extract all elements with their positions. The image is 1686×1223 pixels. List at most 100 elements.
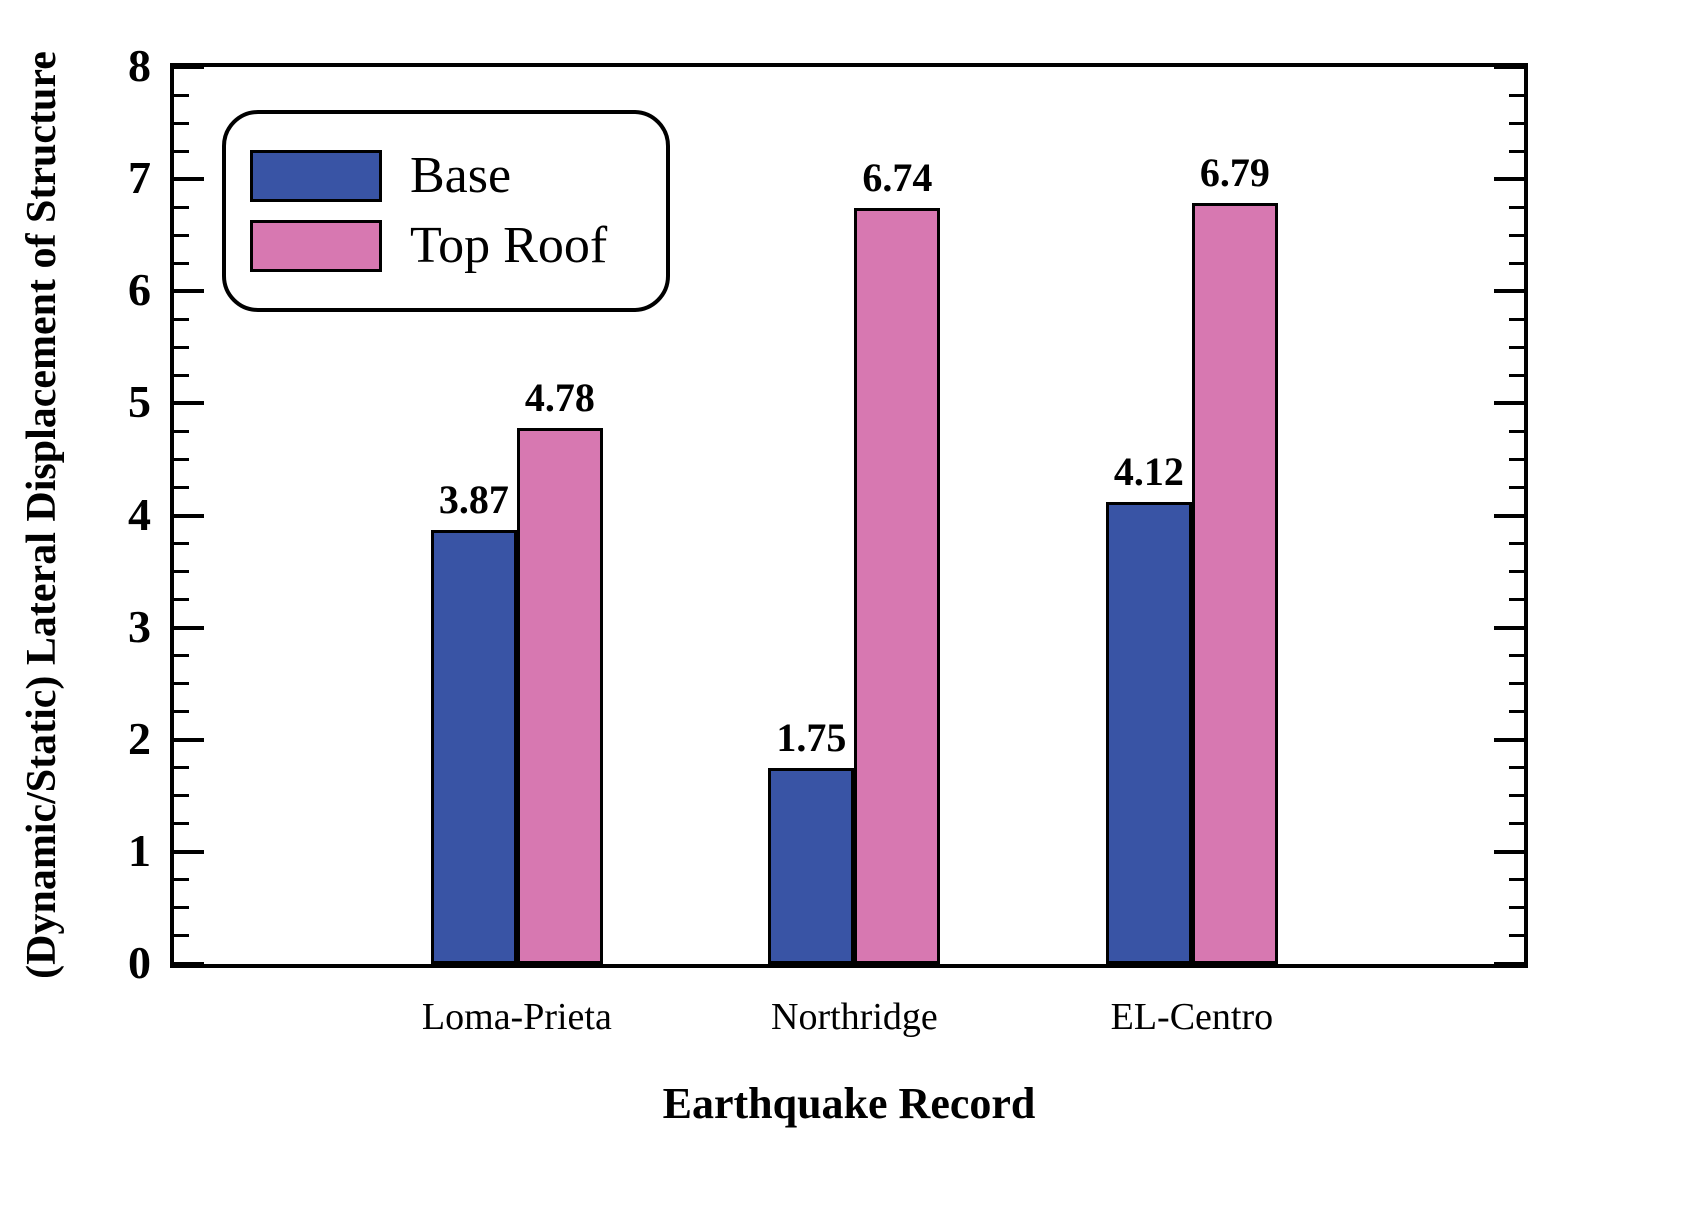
- y-minor-tick: [174, 766, 189, 770]
- y-major-tick: [174, 401, 204, 406]
- y-minor-tick: [1509, 93, 1524, 97]
- y-major-tick: [174, 177, 204, 182]
- y-minor-tick: [1509, 485, 1524, 489]
- bar-base-el-centro: [1105, 502, 1192, 964]
- y-minor-tick: [1509, 457, 1524, 461]
- y-minor-tick: [174, 822, 189, 826]
- bar-value-base-northridge: 1.75: [776, 714, 847, 760]
- y-major-tick: [1494, 289, 1524, 294]
- bar-top-roof-loma-prieta: [516, 428, 603, 964]
- y-minor-tick: [1509, 345, 1524, 349]
- bar-base-northridge: [768, 767, 855, 964]
- y-minor-tick: [174, 345, 189, 349]
- y-major-tick: [1494, 177, 1524, 182]
- y-minor-tick: [174, 457, 189, 461]
- y-minor-tick: [174, 906, 189, 910]
- legend: Base Top Roof: [222, 110, 670, 312]
- y-major-tick: [174, 962, 204, 966]
- y-minor-tick: [174, 121, 189, 125]
- y-minor-tick: [1509, 878, 1524, 882]
- legend-label-base: Base: [410, 147, 512, 204]
- y-minor-tick: [1509, 205, 1524, 209]
- bar-value-top-roof-northridge: 6.74: [862, 155, 933, 201]
- y-minor-tick: [1509, 429, 1524, 433]
- bar-value-top-roof-loma-prieta: 4.78: [524, 375, 595, 421]
- y-minor-tick: [174, 794, 189, 798]
- legend-label-top-roof: Top Roof: [410, 217, 608, 274]
- y-minor-tick: [174, 261, 189, 265]
- y-major-tick: [174, 513, 204, 518]
- y-minor-tick: [1509, 654, 1524, 658]
- y-axis-tick-label: 5: [128, 376, 151, 428]
- y-major-tick: [174, 65, 204, 69]
- y-minor-tick: [174, 682, 189, 686]
- category-label-loma-prieta: Loma-Prieta: [421, 996, 612, 1038]
- y-axis-tick-label: 7: [128, 152, 151, 204]
- plot-area: 0 1 2 3 4 5 6 7 8 3.87 4.78 Loma-Prieta 1.75 6.74 Nort…: [128, 43, 1528, 1036]
- y-minor-tick: [1509, 261, 1524, 265]
- y-minor-tick: [1509, 822, 1524, 826]
- y-minor-tick: [174, 93, 189, 97]
- y-major-tick: [1494, 737, 1524, 742]
- y-minor-tick: [1509, 598, 1524, 602]
- bar-top-roof-northridge: [854, 208, 941, 964]
- y-major-tick: [1494, 962, 1524, 966]
- y-minor-tick: [174, 934, 189, 938]
- y-minor-tick: [1509, 570, 1524, 574]
- y-axis-tick-label: 6: [128, 264, 151, 316]
- bar-value-base-el-centro: 4.12: [1113, 449, 1184, 495]
- y-axis-tick-label: 1: [128, 824, 151, 876]
- y-minor-tick: [1509, 766, 1524, 770]
- y-minor-tick: [174, 373, 189, 377]
- y-minor-tick: [174, 654, 189, 658]
- y-minor-tick: [1509, 542, 1524, 546]
- x-axis-title: Earthquake Record: [662, 1079, 1036, 1128]
- category-label-el-centro: EL-Centro: [1110, 996, 1274, 1038]
- y-major-tick: [1494, 513, 1524, 518]
- y-minor-tick: [174, 485, 189, 489]
- legend-entry-base: Base: [250, 150, 666, 202]
- y-major-tick: [174, 849, 204, 854]
- y-major-tick: [1494, 65, 1524, 69]
- y-minor-tick: [174, 233, 189, 237]
- y-minor-tick: [174, 878, 189, 882]
- bar-value-top-roof-el-centro: 6.79: [1199, 149, 1270, 195]
- y-minor-tick: [1509, 934, 1524, 938]
- y-minor-tick: [1509, 233, 1524, 237]
- y-minor-tick: [1509, 317, 1524, 321]
- y-minor-tick: [1509, 682, 1524, 686]
- y-minor-tick: [174, 710, 189, 714]
- y-major-tick: [1494, 849, 1524, 854]
- y-minor-tick: [174, 205, 189, 209]
- y-axis-tick-label: 8: [128, 40, 151, 91]
- y-minor-tick: [1509, 121, 1524, 125]
- y-minor-tick: [1509, 149, 1524, 153]
- y-minor-tick: [1509, 794, 1524, 798]
- y-minor-tick: [174, 317, 189, 321]
- bar-top-roof-el-centro: [1191, 202, 1278, 964]
- y-axis-tick-label: 0: [128, 937, 151, 988]
- y-minor-tick: [1509, 710, 1524, 714]
- bar-base-loma-prieta: [430, 530, 517, 964]
- y-axis-tick-label: 4: [128, 488, 151, 540]
- y-minor-tick: [1509, 373, 1524, 377]
- y-minor-tick: [174, 429, 189, 433]
- legend-swatch-top-roof: [250, 220, 382, 272]
- bar-value-base-loma-prieta: 3.87: [438, 477, 509, 523]
- y-minor-tick: [174, 570, 189, 574]
- y-major-tick: [174, 737, 204, 742]
- y-minor-tick: [174, 542, 189, 546]
- legend-entry-top-roof: Top Roof: [250, 220, 666, 272]
- y-major-tick: [174, 289, 204, 294]
- y-minor-tick: [1509, 906, 1524, 910]
- y-axis-tick-label: 3: [128, 600, 151, 652]
- y-axis-tick-label: 2: [128, 712, 151, 764]
- y-minor-tick: [174, 598, 189, 602]
- y-minor-tick: [174, 149, 189, 153]
- y-major-tick: [174, 625, 204, 630]
- legend-swatch-base: [250, 150, 382, 202]
- y-major-tick: [1494, 401, 1524, 406]
- category-label-northridge: Northridge: [771, 996, 938, 1038]
- y-major-tick: [1494, 625, 1524, 630]
